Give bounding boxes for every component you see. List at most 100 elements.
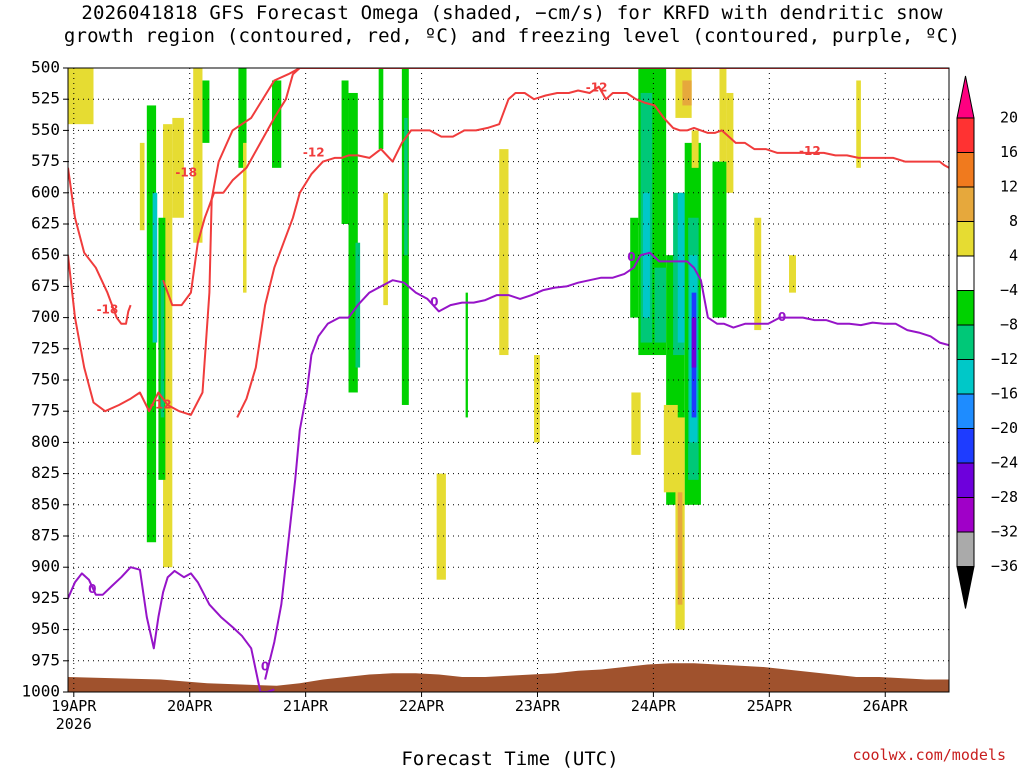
contour-label: 0	[627, 250, 635, 264]
contour-label: 0	[778, 310, 786, 324]
colorbar-label: −4	[1000, 281, 1018, 299]
colorbar-label: 8	[1009, 212, 1018, 230]
y-axis: 500 525 550 575 600 625 650 675 700 725 750 775 800 8…	[21, 58, 68, 701]
colorbar-label: −12	[991, 350, 1018, 368]
y-tick-label: 950	[31, 619, 60, 638]
colorbar-label: 20	[1000, 109, 1018, 127]
omega-cell	[348, 92, 358, 393]
omega-cell	[243, 142, 247, 293]
x-tick-label: 19APR	[51, 697, 97, 715]
omega-cell	[499, 149, 509, 356]
chart-title: 2026041818 GFS Forecast Omega (shaded, −…	[0, 2, 1024, 48]
colorbar-swatch	[956, 566, 975, 609]
y-tick-label: 800	[31, 432, 60, 451]
title-line-1: 2026041818 GFS Forecast Omega (shaded, −…	[81, 2, 943, 24]
y-tick-label: 975	[31, 650, 60, 669]
colorbar-swatch	[956, 462, 975, 498]
colorbar-swatch	[956, 290, 975, 326]
omega-cell	[404, 117, 408, 256]
omega-cell	[193, 68, 203, 243]
colorbar-label: 4	[1009, 247, 1018, 265]
contour-label: 0	[261, 660, 269, 674]
omega-cell	[341, 80, 349, 224]
omega-cell	[663, 404, 678, 493]
colorbar-label: −16	[991, 385, 1018, 403]
y-tick-label: 875	[31, 526, 60, 545]
omega-cell	[654, 267, 667, 343]
dgz-contour	[68, 167, 132, 325]
omega-cell	[272, 80, 282, 168]
colorbar-swatch	[956, 531, 975, 567]
x-tick-label: 22APR	[399, 697, 445, 715]
x-tick-label: 20APR	[167, 697, 213, 715]
colorbar-swatch	[956, 186, 975, 222]
omega-cell	[677, 492, 683, 605]
contour-label: 0	[430, 295, 438, 309]
y-tick-label: 850	[31, 494, 60, 513]
x-tick-label: 26APR	[863, 697, 909, 715]
omega-cell	[726, 92, 734, 193]
contour-label: -12	[150, 397, 172, 411]
y-tick-label: 700	[31, 307, 60, 326]
omega-cell	[712, 161, 727, 318]
colorbar-swatch	[956, 152, 975, 188]
omega-cell	[383, 192, 388, 306]
y-tick-label: 925	[31, 588, 60, 607]
freezing-level-contour	[68, 566, 275, 692]
omega-cell	[152, 192, 158, 343]
contour-label: -12	[586, 80, 608, 94]
x-tick-sublabel: 2026	[56, 715, 92, 733]
x-tick-label: 21APR	[283, 697, 329, 715]
omega-cell	[691, 130, 699, 168]
x-tick-label: 25APR	[747, 697, 793, 715]
y-tick-label: 575	[31, 151, 60, 170]
x-axis-label: Forecast Time (UTC)	[401, 748, 618, 768]
colorbar-swatch	[956, 324, 975, 360]
omega-cell	[691, 317, 697, 368]
omega-cell	[378, 68, 384, 150]
terrain-fill	[68, 663, 949, 692]
contour-label: -12	[303, 145, 325, 159]
contour-labels: -18 -18 -12 -12 -12 -12 0 0 0 0 0	[88, 80, 821, 673]
omega-cell	[465, 292, 468, 418]
title-line-2: growth region (contoured, red, ºC) and f…	[63, 25, 961, 47]
y-tick-label: 1000	[21, 682, 60, 701]
omega-cell	[682, 80, 692, 106]
terrain-area	[68, 663, 949, 692]
omega-cell	[642, 192, 650, 318]
omega-cell	[172, 117, 184, 218]
colorbar-label: 16	[1000, 143, 1018, 161]
contour-label: -18	[175, 165, 197, 179]
colorbar-label: 12	[1000, 178, 1018, 196]
omega-cell	[146, 105, 157, 543]
colorbar-label: −36	[991, 557, 1018, 575]
colorbar: 20 16 12 8 4 −4 −8 −12 −16 −20 −24 −28 −32 −36	[956, 75, 1018, 609]
y-tick-label: 825	[31, 463, 60, 482]
colorbar-swatch	[956, 393, 975, 429]
colorbar-label: −20	[991, 419, 1018, 437]
y-tick-label: 775	[31, 401, 60, 420]
omega-cell	[534, 355, 540, 443]
colorbar-swatch	[956, 497, 975, 533]
y-tick-label: 675	[31, 276, 60, 295]
colorbar-swatch	[956, 117, 975, 153]
colorbar-label: −28	[991, 488, 1018, 506]
omega-cell	[238, 68, 247, 168]
colorbar-label: −8	[1000, 316, 1018, 334]
omega-cell	[160, 280, 165, 418]
freezing-level-contour	[264, 251, 949, 680]
omega-cell	[68, 68, 94, 125]
dgz-contour	[68, 68, 949, 416]
y-tick-label: 525	[31, 89, 60, 108]
dgz-contour	[236, 85, 949, 418]
omega-cell	[856, 80, 861, 168]
x-tick-label: 24APR	[631, 697, 677, 715]
colorbar-swatch	[956, 75, 975, 119]
contour-label: -18	[97, 303, 119, 317]
y-tick-label: 650	[31, 245, 60, 264]
colorbar-swatch	[956, 359, 975, 395]
y-tick-label: 725	[31, 338, 60, 357]
dgz-contour	[162, 68, 330, 307]
